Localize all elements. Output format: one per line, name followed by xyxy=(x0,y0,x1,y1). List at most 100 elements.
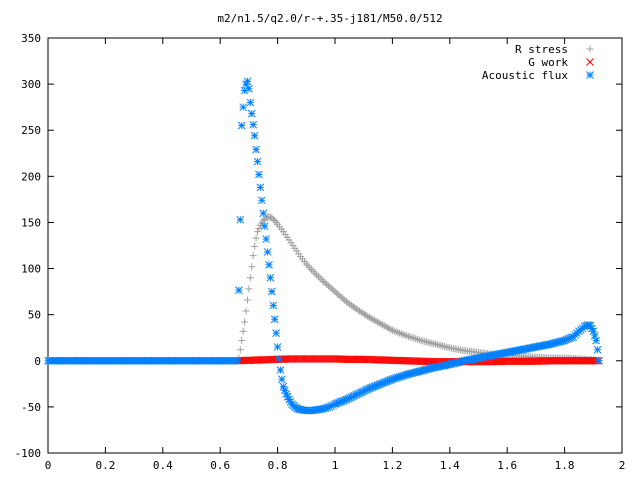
data-point xyxy=(320,277,328,285)
data-point xyxy=(566,356,574,365)
data-point xyxy=(392,328,400,336)
legend-label: Acoustic flux xyxy=(482,69,568,82)
x-tick-label: 1 xyxy=(332,459,339,472)
data-point xyxy=(265,261,273,269)
data-point xyxy=(408,334,416,342)
data-point xyxy=(302,355,311,363)
data-point xyxy=(297,355,305,363)
data-point xyxy=(239,103,248,112)
data-point xyxy=(334,291,342,299)
data-point xyxy=(255,224,263,232)
data-point xyxy=(313,271,321,279)
data-point xyxy=(238,336,246,344)
data-point xyxy=(309,267,317,275)
data-point xyxy=(263,248,272,256)
x-tick-label: 0.2 xyxy=(95,459,115,472)
data-point xyxy=(573,356,582,365)
data-point xyxy=(548,356,556,365)
x-tick-label: 0.8 xyxy=(268,459,288,472)
data-point xyxy=(243,77,252,86)
y-tick-label: 100 xyxy=(21,263,41,276)
data-point xyxy=(252,145,260,154)
data-point xyxy=(306,264,314,272)
series-g-work xyxy=(233,355,603,366)
data-point xyxy=(345,355,354,364)
data-point xyxy=(273,343,282,351)
x-tick-label: 0.4 xyxy=(153,459,173,472)
data-point xyxy=(298,355,307,363)
data-point xyxy=(324,282,332,290)
data-point xyxy=(288,355,296,363)
data-point xyxy=(300,355,309,363)
data-point xyxy=(403,332,411,340)
data-point xyxy=(266,273,275,282)
data-point xyxy=(326,283,334,291)
data-point xyxy=(246,98,255,107)
data-point xyxy=(405,332,413,340)
y-tick-label: -100 xyxy=(15,447,42,460)
data-point xyxy=(270,315,279,324)
x-tick-label: 0 xyxy=(45,459,52,472)
data-point xyxy=(314,272,322,280)
data-point xyxy=(309,355,318,363)
data-point xyxy=(558,356,567,365)
data-point xyxy=(318,276,326,284)
data-point xyxy=(289,355,298,363)
data-point xyxy=(508,357,517,366)
x-tick-label: 1.6 xyxy=(497,459,517,472)
data-point xyxy=(272,329,281,337)
data-point xyxy=(250,131,259,140)
data-point xyxy=(321,279,329,287)
x-tick-label: 1.2 xyxy=(382,459,402,472)
data-point xyxy=(505,357,513,366)
data-point xyxy=(311,355,320,363)
data-point xyxy=(329,286,337,294)
data-point xyxy=(593,345,602,354)
data-point xyxy=(269,301,278,310)
legend-marker xyxy=(586,45,594,53)
data-point xyxy=(245,84,253,93)
data-point xyxy=(331,288,339,296)
data-point xyxy=(521,357,529,366)
data-point xyxy=(239,327,247,335)
data-point xyxy=(350,355,359,364)
data-point xyxy=(252,234,260,242)
x-tick-label: 2 xyxy=(619,459,626,472)
data-point xyxy=(399,330,407,338)
data-point xyxy=(410,334,418,342)
data-point xyxy=(549,356,558,365)
data-point xyxy=(316,355,325,363)
data-point xyxy=(236,215,245,224)
data-point xyxy=(569,356,578,365)
data-point xyxy=(589,356,598,365)
data-point xyxy=(584,356,592,365)
data-point xyxy=(338,293,346,301)
data-point xyxy=(249,252,257,260)
data-point xyxy=(243,296,251,304)
data-point xyxy=(560,356,569,365)
data-point xyxy=(517,357,526,366)
data-point xyxy=(406,333,414,341)
data-point xyxy=(582,356,590,365)
data-point xyxy=(551,356,560,365)
data-point xyxy=(307,265,315,273)
data-point xyxy=(259,209,268,218)
data-point xyxy=(276,366,285,374)
data-point xyxy=(318,355,327,363)
data-point xyxy=(268,287,276,296)
data-point xyxy=(255,170,263,179)
data-point xyxy=(387,325,395,333)
data-point xyxy=(254,228,262,236)
data-point xyxy=(304,262,312,270)
data-point xyxy=(236,346,244,354)
data-point xyxy=(397,330,405,338)
data-point xyxy=(585,356,594,365)
data-point xyxy=(242,307,250,315)
data-point xyxy=(515,357,524,366)
data-point xyxy=(241,318,249,326)
data-point xyxy=(291,355,300,363)
data-point xyxy=(304,355,312,363)
data-point xyxy=(564,356,573,365)
